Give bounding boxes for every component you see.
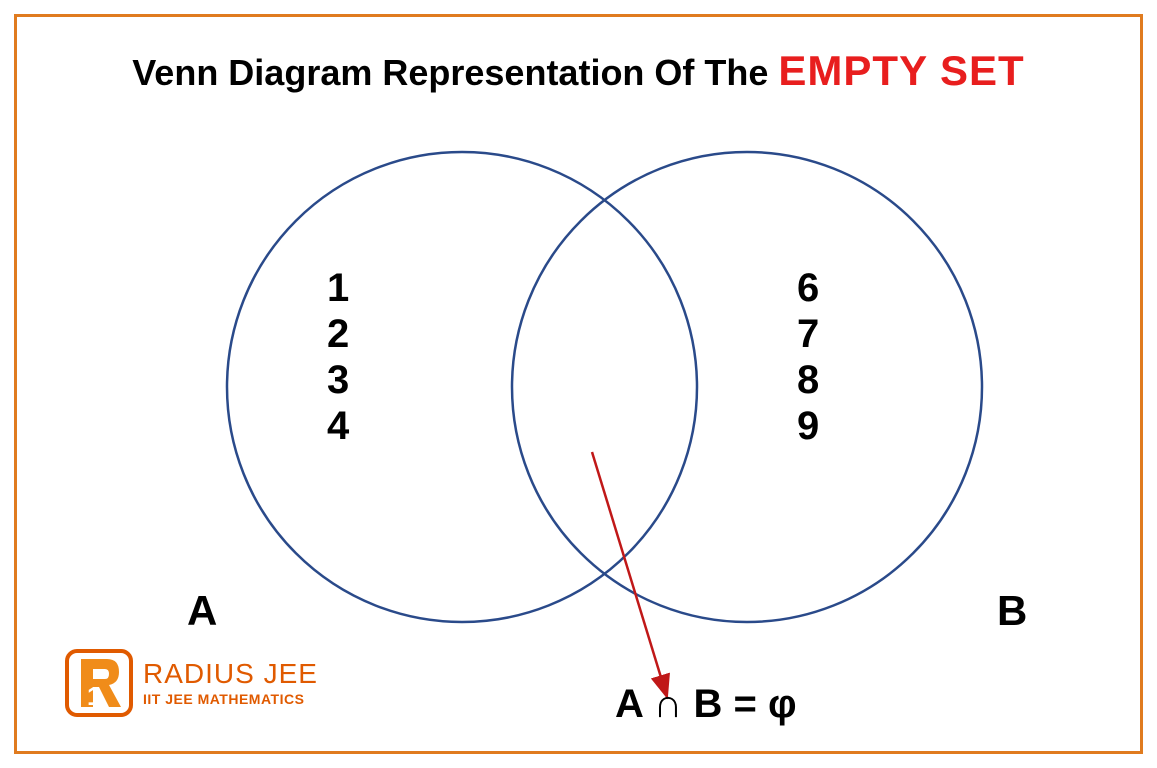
venn-svg	[17, 17, 1146, 757]
circle-a	[227, 152, 697, 622]
brand-name: RADIUS JEE	[143, 660, 318, 688]
circle-b	[512, 152, 982, 622]
logo-text: RADIUS JEE IIT JEE MATHEMATICS	[143, 660, 318, 706]
set-a-elements: 1234	[327, 265, 349, 449]
logo-r-icon: 1	[75, 657, 123, 709]
logo-badge: 1	[65, 649, 133, 717]
svg-text:1: 1	[87, 681, 101, 709]
intersection-equation: A ∩ B = φ	[615, 682, 797, 727]
set-b-label: B	[997, 587, 1027, 635]
brand-tagline: IIT JEE MATHEMATICS	[143, 692, 318, 706]
diagram-frame: Venn Diagram Representation Of The EMPTY…	[14, 14, 1143, 754]
set-a-label: A	[187, 587, 217, 635]
brand-logo: 1 RADIUS JEE IIT JEE MATHEMATICS	[65, 649, 318, 717]
set-b-elements: 6789	[797, 265, 819, 449]
